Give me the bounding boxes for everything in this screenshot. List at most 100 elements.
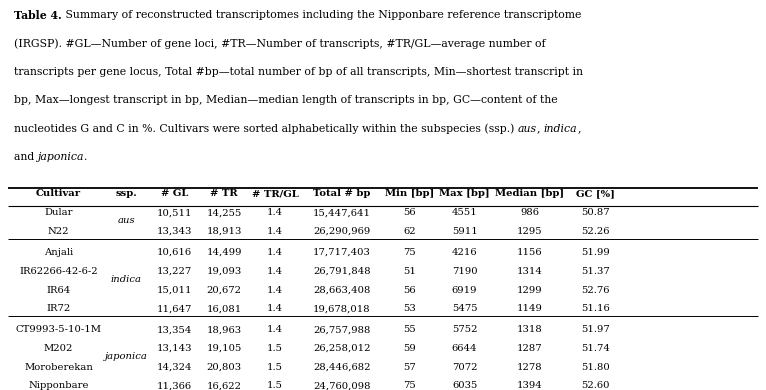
Text: Max [bp]: Max [bp]: [439, 189, 490, 198]
Text: 15,447,641: 15,447,641: [313, 208, 371, 217]
Text: 17,717,403: 17,717,403: [313, 248, 371, 257]
Text: 1394: 1394: [517, 381, 542, 390]
Text: 5475: 5475: [452, 304, 477, 313]
Text: 26,290,969: 26,290,969: [313, 227, 371, 236]
Text: 5752: 5752: [452, 325, 477, 334]
Text: Summary of reconstructed transcriptomes including the Nipponbare reference trans: Summary of reconstructed transcriptomes …: [61, 10, 581, 20]
Text: 51.74: 51.74: [581, 344, 610, 353]
Text: N22: N22: [47, 227, 70, 236]
Text: 15,011: 15,011: [156, 285, 192, 294]
Text: Min [bp]: Min [bp]: [385, 189, 434, 198]
Text: 59: 59: [404, 344, 416, 353]
Text: 19,678,018: 19,678,018: [313, 304, 371, 313]
Text: 10,616: 10,616: [157, 248, 192, 257]
Text: Median [bp]: Median [bp]: [495, 189, 565, 198]
Text: 50.87: 50.87: [581, 208, 610, 217]
Text: bp, Max—longest transcript in bp, Median—median length of transcripts in bp, GC—: bp, Max—longest transcript in bp, Median…: [14, 95, 558, 105]
Text: 56: 56: [404, 285, 416, 294]
Text: CT9993-5-10-1M: CT9993-5-10-1M: [15, 325, 102, 334]
Text: IR72: IR72: [47, 304, 70, 313]
Text: 26,757,988: 26,757,988: [313, 325, 371, 334]
Text: 13,143: 13,143: [156, 344, 192, 353]
Text: Moroberekan: Moroberekan: [25, 363, 93, 372]
Text: # GL: # GL: [161, 189, 188, 198]
Text: 13,354: 13,354: [156, 325, 192, 334]
Text: 4551: 4551: [452, 208, 477, 217]
Text: 52.76: 52.76: [581, 285, 610, 294]
Text: ,: ,: [578, 124, 581, 134]
Text: Cultivar: Cultivar: [36, 189, 81, 198]
Text: japonica: japonica: [105, 352, 148, 361]
Text: 14,499: 14,499: [206, 248, 242, 257]
Text: 62: 62: [404, 227, 416, 236]
Text: 1287: 1287: [517, 344, 542, 353]
Text: 1.5: 1.5: [267, 381, 283, 390]
Text: Table 4.: Table 4.: [14, 10, 61, 21]
Text: 16,622: 16,622: [207, 381, 241, 390]
Text: 55: 55: [404, 325, 416, 334]
Text: 5911: 5911: [452, 227, 477, 236]
Text: # TR: # TR: [210, 189, 238, 198]
Text: 18,963: 18,963: [207, 325, 241, 334]
Text: 26,258,012: 26,258,012: [313, 344, 371, 353]
Text: 28,446,682: 28,446,682: [313, 363, 371, 372]
Text: 51: 51: [404, 267, 416, 276]
Text: 986: 986: [520, 208, 539, 217]
Text: 1.4: 1.4: [267, 267, 283, 276]
Text: 20,803: 20,803: [207, 363, 241, 372]
Text: indica: indica: [544, 124, 578, 134]
Text: 1.4: 1.4: [267, 325, 283, 334]
Text: 75: 75: [404, 381, 416, 390]
Text: 7190: 7190: [452, 267, 477, 276]
Text: 51.80: 51.80: [581, 363, 610, 372]
Text: 51.99: 51.99: [581, 248, 610, 257]
Text: 28,663,408: 28,663,408: [313, 285, 371, 294]
Text: 11,647: 11,647: [156, 304, 192, 313]
Text: Total # bp: Total # bp: [313, 189, 371, 198]
Text: 52.60: 52.60: [581, 381, 610, 390]
Text: 7072: 7072: [452, 363, 477, 372]
Text: .: .: [84, 152, 87, 162]
Text: 1.5: 1.5: [267, 344, 283, 353]
Text: M202: M202: [44, 344, 74, 353]
Text: and: and: [14, 152, 38, 162]
Text: 1.5: 1.5: [267, 363, 283, 372]
Text: 51.97: 51.97: [581, 325, 610, 334]
Text: aus: aus: [117, 216, 136, 225]
Text: nucleotides G and C in %. Cultivars were sorted alphabetically within the subspe: nucleotides G and C in %. Cultivars were…: [14, 124, 518, 134]
Text: 1295: 1295: [517, 227, 542, 236]
Text: IR64: IR64: [47, 285, 70, 294]
Text: 51.16: 51.16: [581, 304, 610, 313]
Text: ,: ,: [537, 124, 544, 134]
Text: 53: 53: [404, 304, 416, 313]
Text: GC [%]: GC [%]: [576, 189, 615, 198]
Text: 26,791,848: 26,791,848: [313, 267, 371, 276]
Text: 16,081: 16,081: [206, 304, 242, 313]
Text: 6919: 6919: [452, 285, 477, 294]
Text: 24,760,098: 24,760,098: [313, 381, 371, 390]
Text: 1314: 1314: [517, 267, 542, 276]
Text: 4216: 4216: [452, 248, 477, 257]
Text: 11,366: 11,366: [157, 381, 192, 390]
Text: 1.4: 1.4: [267, 304, 283, 313]
Text: 13,343: 13,343: [156, 227, 192, 236]
Text: 1278: 1278: [517, 363, 542, 372]
Text: 1318: 1318: [517, 325, 542, 334]
Text: 57: 57: [404, 363, 416, 372]
Text: 1.4: 1.4: [267, 208, 283, 217]
Text: IR62266-42-6-2: IR62266-42-6-2: [19, 267, 98, 276]
Text: 1149: 1149: [517, 304, 542, 313]
Text: ssp.: ssp.: [116, 189, 137, 198]
Text: 75: 75: [404, 248, 416, 257]
Text: aus: aus: [518, 124, 537, 134]
Text: # TR/GL: # TR/GL: [251, 189, 299, 198]
Text: 1156: 1156: [517, 248, 542, 257]
Text: 10,511: 10,511: [156, 208, 192, 217]
Text: 13,227: 13,227: [156, 267, 192, 276]
Text: (IRGSP). #GL—Number of gene loci, #TR—Number of transcripts, #TR/GL—average numb: (IRGSP). #GL—Number of gene loci, #TR—Nu…: [14, 38, 545, 49]
Text: 6644: 6644: [452, 344, 477, 353]
Text: transcripts per gene locus, Total #bp—total number of bp of all transcripts, Min: transcripts per gene locus, Total #bp—to…: [14, 67, 583, 77]
Text: 6035: 6035: [452, 381, 477, 390]
Text: 1.4: 1.4: [267, 285, 283, 294]
Text: 19,093: 19,093: [206, 267, 242, 276]
